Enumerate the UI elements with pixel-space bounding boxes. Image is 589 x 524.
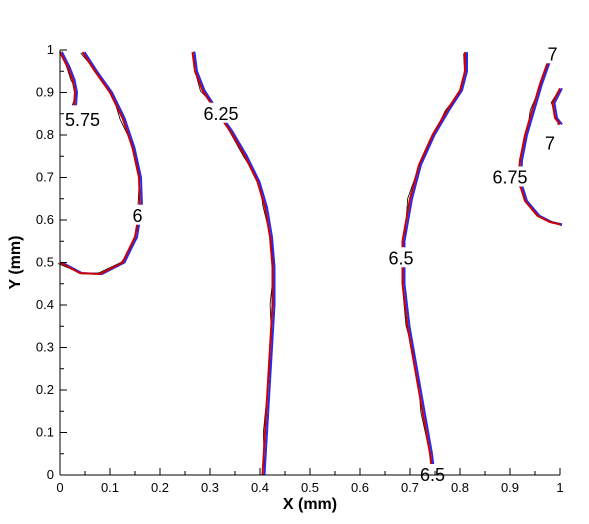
y-axis-title: Y (mm) (7, 236, 24, 290)
contour-label-bg (543, 132, 557, 153)
contour-label-bg (199, 102, 243, 123)
x-tick-label: 0.4 (251, 480, 269, 495)
x-tick-label: 0.9 (501, 480, 519, 495)
x-tick-label: 0.2 (151, 480, 169, 495)
y-tick-label: 0.7 (36, 170, 54, 185)
contour-path-blue (553, 87, 563, 126)
y-tick-label: 1 (47, 42, 54, 57)
contour-label: 6.75 (492, 168, 527, 188)
contour-path-blue (61, 51, 78, 106)
contour-label: 5.75 (65, 110, 100, 130)
contour-path-blue (403, 52, 468, 476)
y-tick-label: 0.6 (36, 212, 54, 227)
contour-label-bg (60, 109, 105, 130)
x-tick-label: 0 (56, 480, 63, 495)
contour-line (59, 51, 78, 106)
contour-path-red (551, 87, 561, 126)
y-tick-label: 0.1 (36, 425, 54, 440)
y-tick-label: 0.5 (36, 255, 54, 270)
y-tick-label: 0 (47, 467, 54, 482)
y-tick-label: 0.3 (36, 340, 54, 355)
contour-line (191, 51, 276, 476)
contour-path-black (57, 52, 140, 275)
contour-label: 6.5 (388, 248, 413, 268)
contour-line (550, 87, 563, 126)
contour-label: 7 (547, 44, 557, 64)
x-axis-title: X (mm) (283, 496, 337, 513)
y-tick-label: 0.4 (36, 297, 54, 312)
contour-line (57, 51, 143, 275)
x-tick-label: 0.8 (451, 480, 469, 495)
contour-path-red (59, 51, 76, 106)
x-tick-label: 0.7 (401, 480, 419, 495)
x-tick-label: 0.3 (201, 480, 219, 495)
contour-label-bg (488, 166, 532, 187)
plot-lines (57, 51, 563, 476)
y-tick-label: 0.9 (36, 85, 54, 100)
contour-label-bg (415, 464, 450, 484)
axes (59, 50, 560, 476)
contour-label: 6.25 (203, 104, 238, 124)
contour-label: 6 (132, 206, 142, 226)
x-tick-label: 0.5 (301, 480, 319, 495)
x-tick-label: 0.1 (101, 480, 119, 495)
contour-path-red (191, 51, 274, 476)
contour-label-bg (130, 204, 145, 225)
contour-path-red (59, 51, 141, 275)
contour-line (401, 52, 468, 476)
contour-label-bg (384, 247, 418, 268)
y-tick-label: 0.8 (36, 127, 54, 142)
x-ticks: 0 0.1 0.2 0.3 0.4 0.5 0.6 0.7 0.8 0.9 1 (56, 468, 564, 495)
x-tick-label: 1 (556, 480, 563, 495)
contour-label-bg (545, 43, 560, 64)
contour-path-red (401, 52, 466, 476)
y-ticks: 0 0.1 0.2 0.3 0.4 0.5 0.6 0.7 0.8 0.9 1 (36, 42, 67, 482)
x-tick-label: 0.6 (351, 480, 369, 495)
y-tick-label: 0.2 (36, 382, 54, 397)
contour-path-blue (193, 51, 276, 476)
contour-label: 7 (545, 134, 555, 154)
